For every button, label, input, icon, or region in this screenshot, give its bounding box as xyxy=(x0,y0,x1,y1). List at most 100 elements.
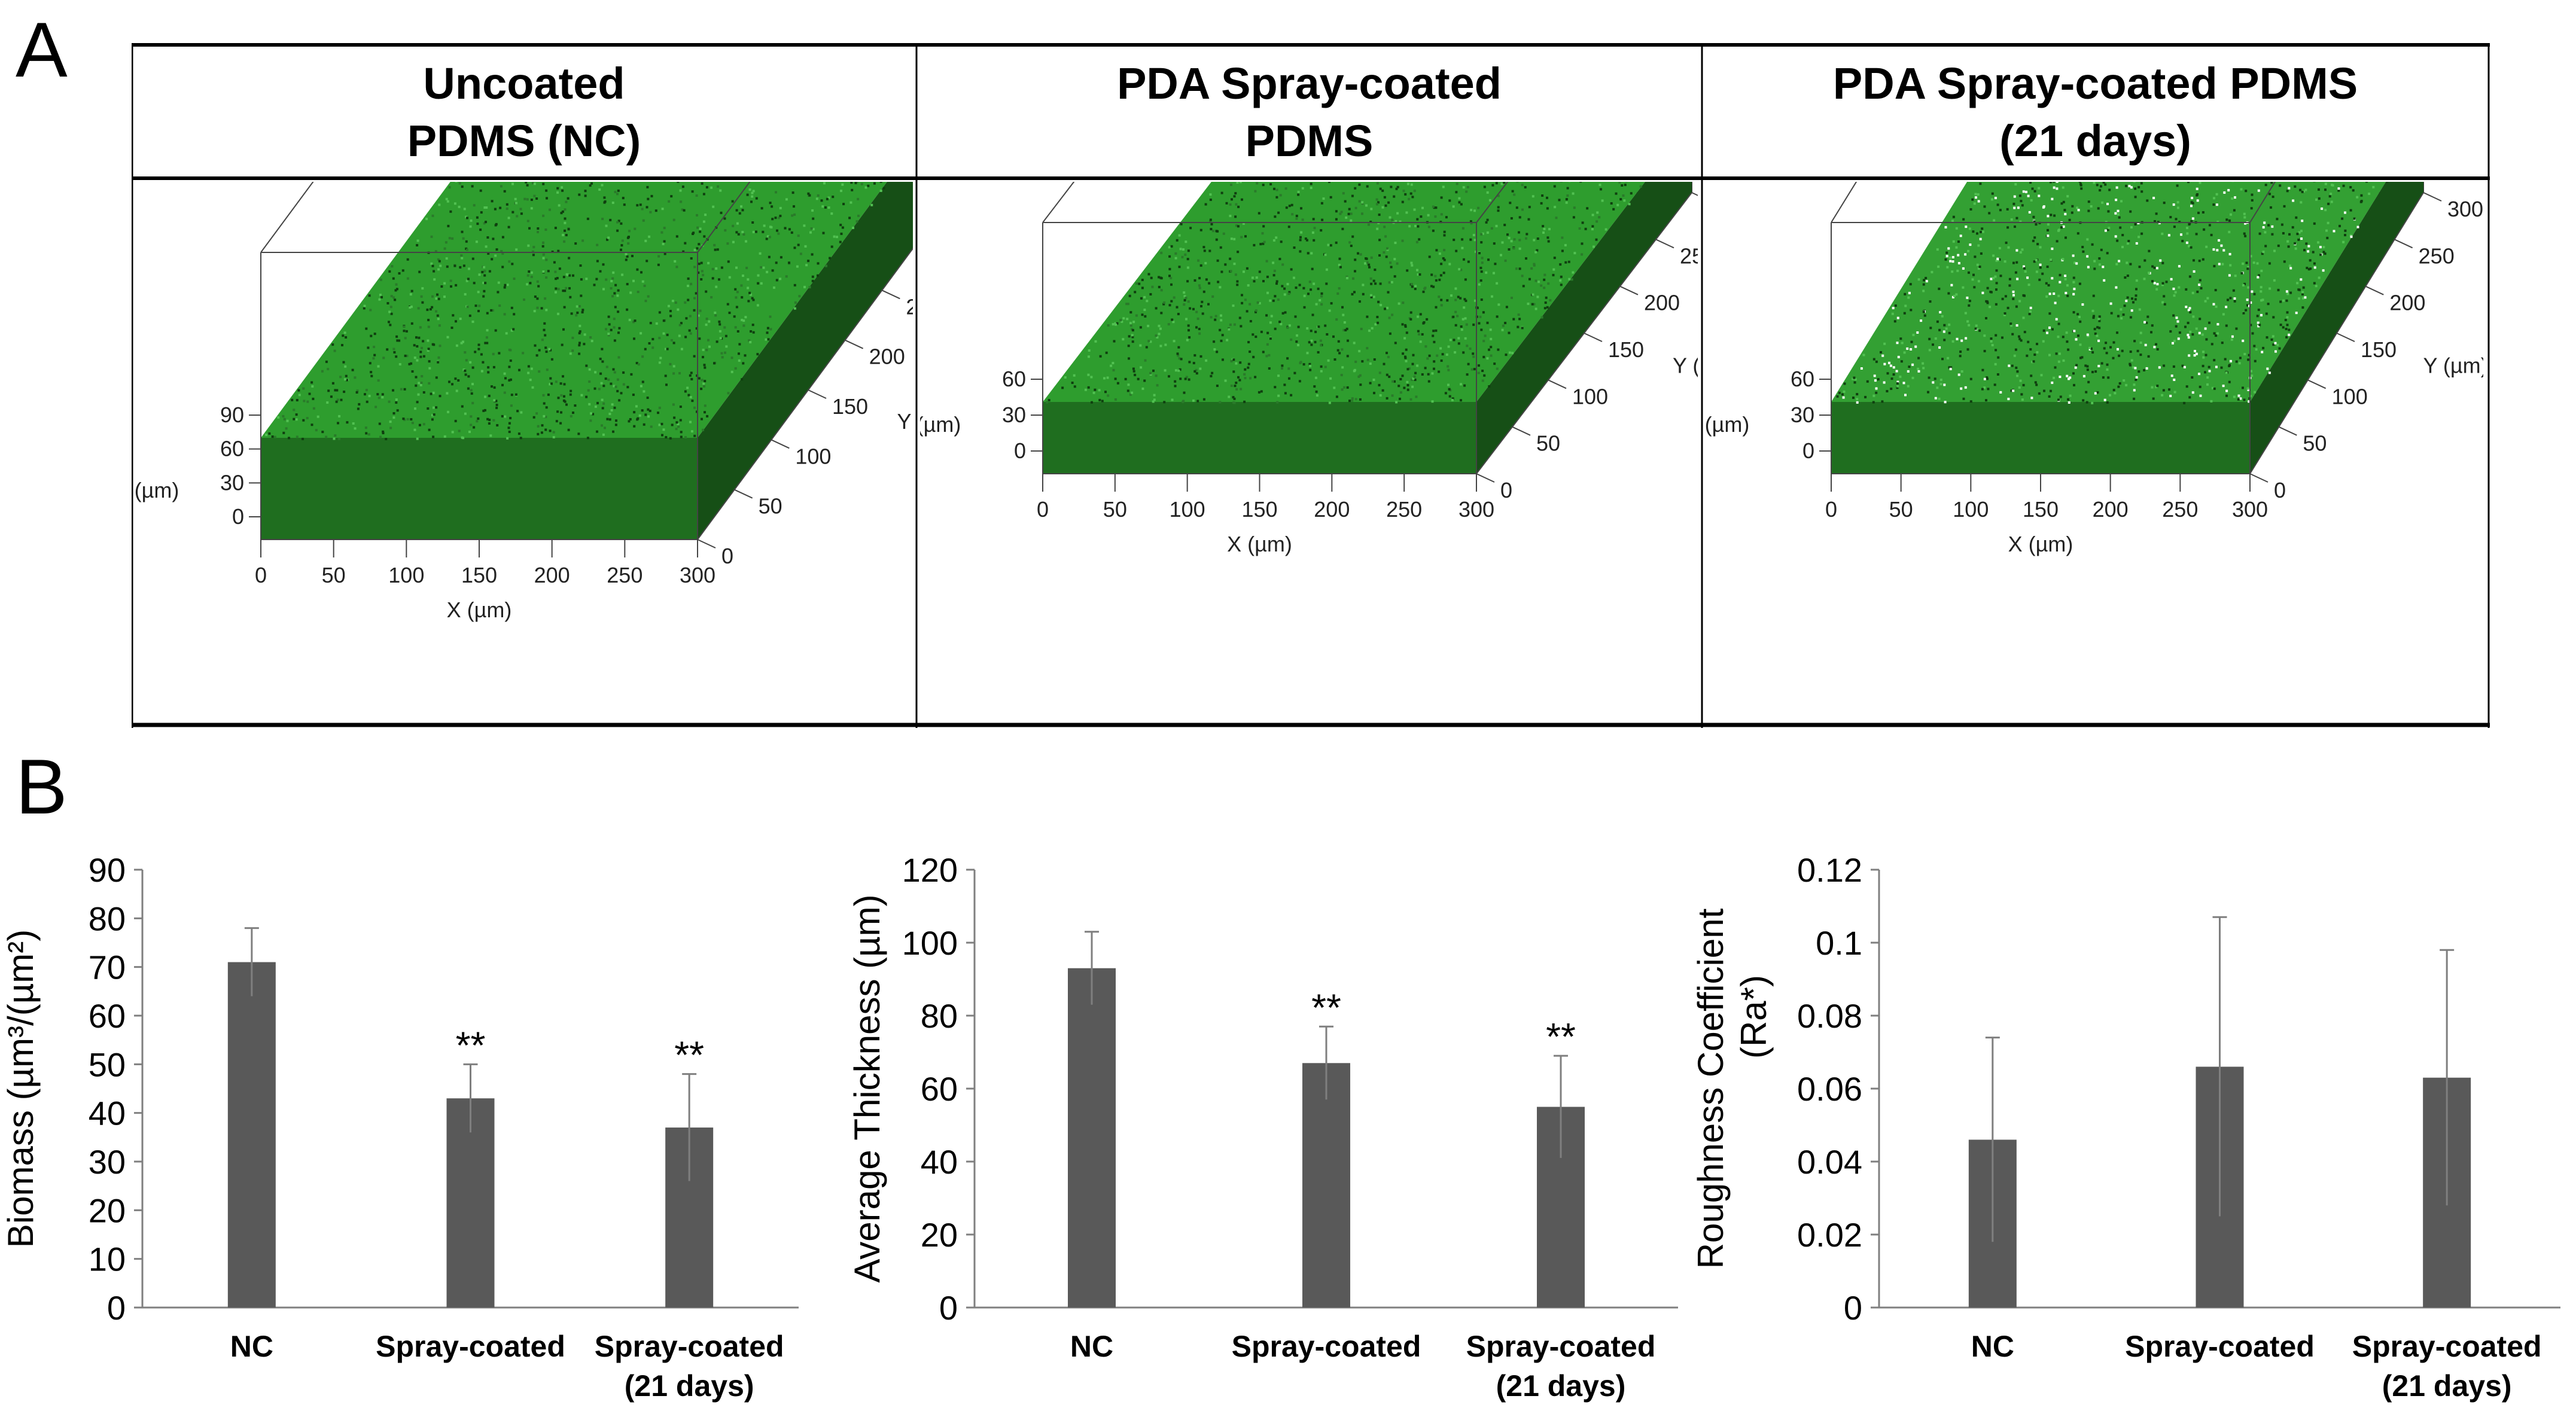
biofilm-speckle xyxy=(2050,389,2052,392)
biofilm-speckle xyxy=(1969,377,1972,380)
biofilm-speckle xyxy=(632,279,635,282)
biofilm-speckle xyxy=(2069,376,2072,379)
biofilm-speckle xyxy=(1912,334,1915,336)
biofilm-speckle xyxy=(2059,395,2062,398)
biofilm-speckle xyxy=(542,182,545,185)
biofilm-speckle xyxy=(1149,340,1152,343)
y-axis-tick-label: 100 xyxy=(795,444,831,468)
biofilm-speckle xyxy=(340,398,343,401)
bar xyxy=(1068,968,1116,1308)
biofilm-speckle xyxy=(1836,395,1839,398)
biofilm-speckle xyxy=(1228,395,1231,398)
biofilm-speckle xyxy=(757,282,760,285)
biofilm-speckle xyxy=(1317,351,1320,354)
biofilm-speckle xyxy=(1384,204,1387,207)
biofilm-speckle xyxy=(666,348,669,351)
biofilm-speckle xyxy=(2173,225,2176,228)
biofilm-speckle xyxy=(696,247,699,250)
biofilm-speckle xyxy=(704,366,707,369)
biofilm-speckle xyxy=(2066,284,2069,287)
biofilm-speckle xyxy=(1904,304,1907,307)
biofilm-speckle xyxy=(658,361,661,364)
biofilm-speckle xyxy=(2243,282,2246,285)
biofilm-speckle xyxy=(1366,185,1369,188)
biofilm-speckle xyxy=(486,236,489,239)
biofilm-speckle xyxy=(1196,317,1199,320)
biofilm-speckle xyxy=(555,291,557,294)
biofilm-speckle xyxy=(443,247,446,250)
biofilm-speckle xyxy=(2123,304,2126,307)
biofilm-speckle xyxy=(2051,277,2054,280)
biofilm-speckle xyxy=(2210,343,2213,346)
biofilm-speckle xyxy=(495,404,498,406)
biofilm-speckle xyxy=(2060,202,2063,205)
biofilm-speckle xyxy=(1908,291,1911,294)
biofilm-speckle xyxy=(2188,245,2191,248)
biofilm-speckle xyxy=(2240,272,2243,275)
biofilm-speckle xyxy=(1229,203,1232,206)
biofilm-speckle xyxy=(1518,267,1521,270)
biofilm-speckle xyxy=(1199,264,1202,267)
biofilm-speckle xyxy=(1473,368,1476,371)
biofilm-speckle xyxy=(562,276,565,279)
biofilm-speckle xyxy=(476,420,479,423)
biofilm-speckle xyxy=(1376,316,1379,318)
biofilm-speckle xyxy=(2249,255,2252,258)
biofilm-speckle xyxy=(1313,385,1316,388)
biofilm-speckle xyxy=(1216,230,1219,233)
biofilm-speckle xyxy=(545,189,548,192)
y-axis-label: Biomass (µm³/(µm²) xyxy=(1,930,41,1248)
biofilm-speckle xyxy=(1322,197,1325,200)
biofilm-speckle xyxy=(1480,298,1483,301)
biofilm-speckle xyxy=(2133,383,2136,386)
biofilm-speckle xyxy=(1144,359,1147,362)
y-tick-label: 120 xyxy=(902,851,958,889)
biofilm-speckle xyxy=(1337,340,1340,343)
biofilm-speckle xyxy=(2036,343,2038,346)
biofilm-speckle xyxy=(471,383,474,386)
biofilm-speckle xyxy=(537,227,540,230)
biofilm-speckle xyxy=(1412,354,1415,356)
biofilm-speckle xyxy=(321,431,324,434)
biofilm-speckle xyxy=(741,231,744,233)
biofilm-speckle xyxy=(1463,306,1466,309)
biofilm-speckle xyxy=(1344,329,1347,331)
biofilm-speckle xyxy=(1353,368,1356,371)
biofilm-speckle xyxy=(662,428,665,431)
x-axis-tick-label: 50 xyxy=(1103,497,1127,522)
biofilm-speckle xyxy=(1515,267,1518,270)
biofilm-speckle xyxy=(395,335,398,338)
biofilm-speckle xyxy=(1394,342,1397,345)
biofilm-speckle xyxy=(1308,281,1311,284)
biofilm-speckle xyxy=(478,304,481,307)
biofilm-speckle xyxy=(2051,328,2054,331)
biofilm-speckle xyxy=(2079,343,2082,346)
biofilm-speckle xyxy=(2239,397,2242,400)
biofilm-speckle xyxy=(2071,205,2074,208)
biofilm-speckle xyxy=(486,418,489,420)
biofilm-speckle xyxy=(1546,236,1549,239)
biofilm-speckle xyxy=(1252,333,1254,336)
x-axis-tick-label: 150 xyxy=(1241,497,1277,522)
biofilm-speckle xyxy=(1481,232,1484,235)
biofilm-speckle xyxy=(2156,385,2159,388)
biofilm-speckle xyxy=(549,377,552,380)
biofilm-speckle xyxy=(1908,365,1911,368)
biofilm-speckle xyxy=(559,422,562,425)
biofilm-speckle xyxy=(740,205,742,208)
biofilm-speckle xyxy=(2301,297,2304,300)
biofilm-speckle xyxy=(601,407,604,410)
biofilm-speckle xyxy=(2243,212,2246,215)
biofilm-speckle xyxy=(1435,206,1438,209)
biofilm-speckle xyxy=(491,258,494,261)
biofilm-speckle xyxy=(425,218,428,220)
biofilm-speckle xyxy=(2093,328,2096,331)
biofilm-speckle xyxy=(526,198,529,201)
biofilm-speckle xyxy=(643,284,646,287)
biofilm-speckle xyxy=(1155,374,1158,377)
biofilm-speckle xyxy=(613,292,616,295)
biofilm-speckle xyxy=(510,394,513,397)
biofilm-speckle xyxy=(634,227,637,230)
biofilm-speckle xyxy=(544,297,547,300)
biofilm-speckle xyxy=(1359,253,1362,256)
